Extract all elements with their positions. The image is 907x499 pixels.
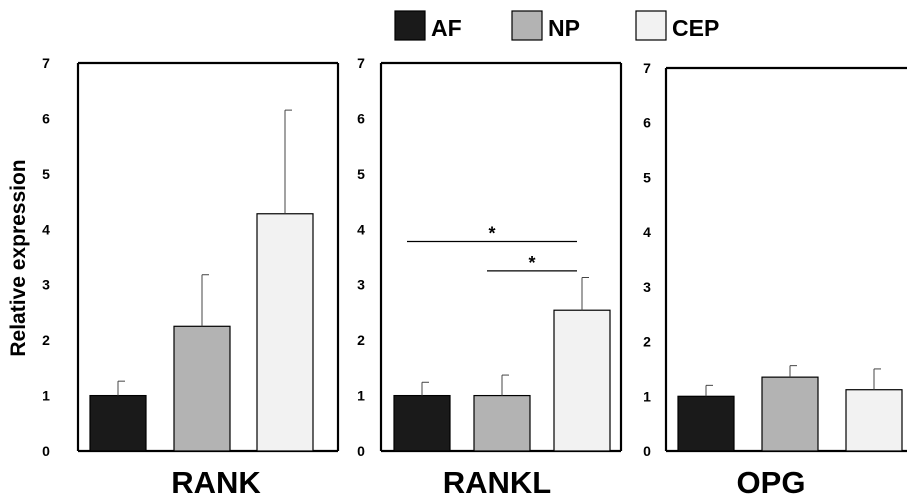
legend-label-af: AF <box>431 15 462 41</box>
y-tick-label: 1 <box>42 388 50 404</box>
bar-af <box>677 395 735 452</box>
bar-af <box>89 394 147 452</box>
legend: AF NP CEP <box>394 10 719 41</box>
y-tick-label: 2 <box>42 332 50 348</box>
y-tick-label: 5 <box>643 169 651 185</box>
significance-star: * <box>488 223 495 243</box>
y-tick-label: 7 <box>643 60 651 76</box>
significance-star: * <box>528 253 535 273</box>
y-tick-label: 6 <box>643 115 651 131</box>
bar-cep <box>256 213 314 452</box>
panel-rank: 0 1 2 3 4 5 6 7 RANK <box>42 55 340 499</box>
bar-cep <box>553 309 611 452</box>
y-tick-label: 7 <box>357 55 365 71</box>
y-tick-label: 0 <box>42 443 50 459</box>
panel-rankl: 0 1 2 3 4 5 6 7 * * RANKL <box>357 55 623 499</box>
y-tick-label: 7 <box>42 55 50 71</box>
y-tick-label: 4 <box>357 221 365 237</box>
y-tick-label: 4 <box>643 224 651 240</box>
y-tick-label: 5 <box>42 166 50 182</box>
y-tick-label: 6 <box>357 110 365 126</box>
y-tick-label: 0 <box>357 443 365 459</box>
y-tick-label: 0 <box>643 443 651 459</box>
legend-swatch-cep <box>635 10 667 41</box>
y-tick-label: 3 <box>643 279 651 295</box>
y-axis-label: Relative expression <box>7 159 30 356</box>
y-tick-label: 3 <box>42 277 50 293</box>
bar-cep <box>845 389 903 452</box>
y-tick-label: 6 <box>42 110 50 126</box>
panel-title: RANKL <box>443 465 552 499</box>
y-tick-label: 1 <box>357 388 365 404</box>
legend-swatch-np <box>511 10 543 41</box>
y-tick-label: 1 <box>643 388 651 404</box>
y-tick-label: 5 <box>357 166 365 182</box>
bar-np <box>761 376 819 452</box>
bar-np <box>173 325 231 452</box>
y-tick-label: 2 <box>643 334 651 350</box>
bar-af <box>393 394 451 452</box>
y-tick-label: 2 <box>357 332 365 348</box>
legend-label-cep: CEP <box>672 15 719 41</box>
y-tick-label: 3 <box>357 277 365 293</box>
panel-opg: 0 1 2 3 4 5 6 7 OPG <box>643 60 907 499</box>
panel-title: RANK <box>171 465 261 499</box>
y-tick-label: 4 <box>42 221 50 237</box>
legend-swatch-af <box>394 10 426 41</box>
bar-np <box>473 394 531 452</box>
panel-title: OPG <box>737 465 806 499</box>
legend-label-np: NP <box>548 15 580 41</box>
